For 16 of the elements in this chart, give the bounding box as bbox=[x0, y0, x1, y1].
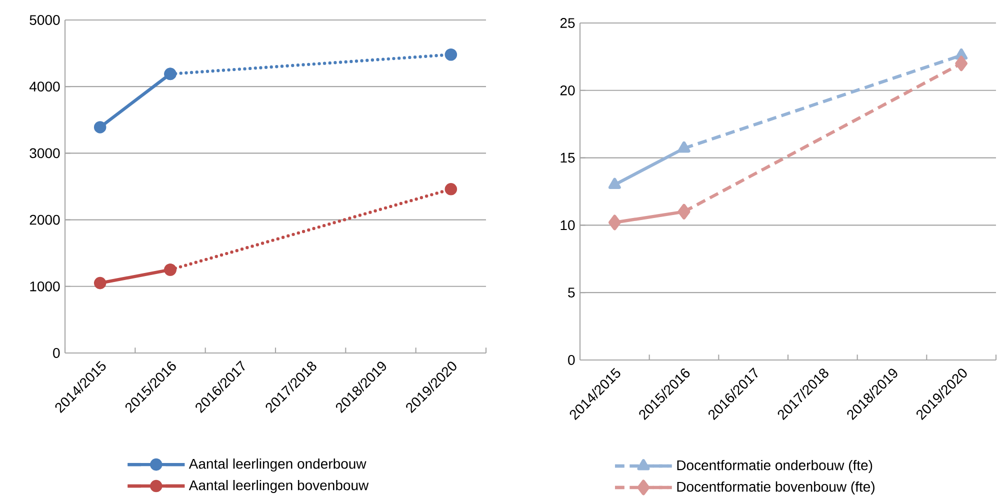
legend-label: Aantal leerlingen onderbouw bbox=[188, 458, 366, 472]
legend-label: Docentformatie bovenbouw (fte) bbox=[677, 481, 874, 494]
legend-label: Docentformatie onderbouw (fte) bbox=[677, 460, 872, 473]
y-tick-label: 4000 bbox=[29, 82, 60, 92]
y-tick-label: 3000 bbox=[30, 148, 60, 158]
y-tick-label: 15 bbox=[560, 152, 575, 163]
y-tick-label: 10 bbox=[560, 220, 575, 230]
y-tick-label: 2000 bbox=[30, 214, 60, 225]
y-tick-label: 0 bbox=[568, 355, 575, 365]
y-tick-label: 1000 bbox=[30, 281, 60, 292]
legend-label: Aantal leerlingen bovenbouw bbox=[188, 480, 369, 494]
y-tick-label: 20 bbox=[560, 85, 575, 96]
y-tick-label: 5000 bbox=[30, 15, 60, 25]
y-tick-label: 25 bbox=[560, 18, 575, 28]
y-tick-label: 5 bbox=[568, 288, 575, 298]
y-tick-label: 0 bbox=[53, 348, 60, 358]
